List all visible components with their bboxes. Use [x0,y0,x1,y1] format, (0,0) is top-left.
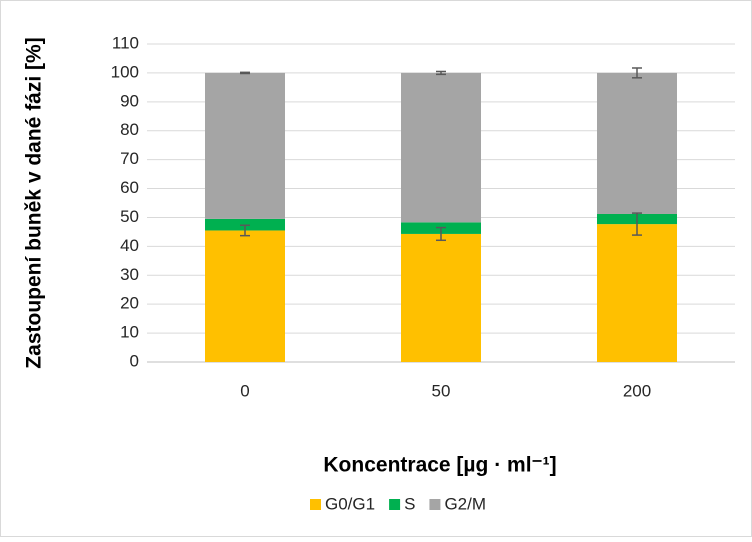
y-tick-label: 100 [111,62,139,81]
bar-segment [401,72,481,223]
y-tick-label: 10 [120,323,139,342]
legend-swatch [429,499,441,510]
error-bar [632,67,642,79]
bar-segment [401,233,481,362]
legend-label: S [404,494,415,513]
error-bar [632,212,642,236]
x-tick-label: 0 [240,381,249,400]
legend-label: G0/G1 [325,494,375,513]
y-tick-label: 20 [120,294,139,313]
bar-segment [205,230,285,362]
error-bar [240,224,250,237]
y-tick-label: 60 [120,178,139,197]
y-tick-label: 70 [120,149,139,168]
y-tick-label: 40 [120,236,139,255]
y-tick-label: 80 [120,120,139,139]
error-bar [436,70,446,76]
x-axis-title: Koncentrace [µg · ml⁻¹] [323,454,556,477]
y-axis-title: Zastoupení buněk v dané fázi [%] [23,37,46,368]
error-bar [240,71,250,75]
bar-segment [597,224,677,362]
legend-swatch [389,499,401,510]
y-tick-label: 50 [120,207,139,226]
x-tick-label: 50 [432,381,451,400]
legend-label: G2/M [444,494,486,513]
y-tick-label: 0 [130,351,139,370]
error-bar [436,226,446,242]
y-tick-label: 90 [120,91,139,110]
y-tick-label: 30 [120,265,139,284]
x-tick-label: 200 [623,381,651,400]
bar-segment [205,72,285,219]
y-tick-label: 110 [112,33,139,52]
legend-swatch [310,499,321,510]
bar-segment [597,72,677,214]
